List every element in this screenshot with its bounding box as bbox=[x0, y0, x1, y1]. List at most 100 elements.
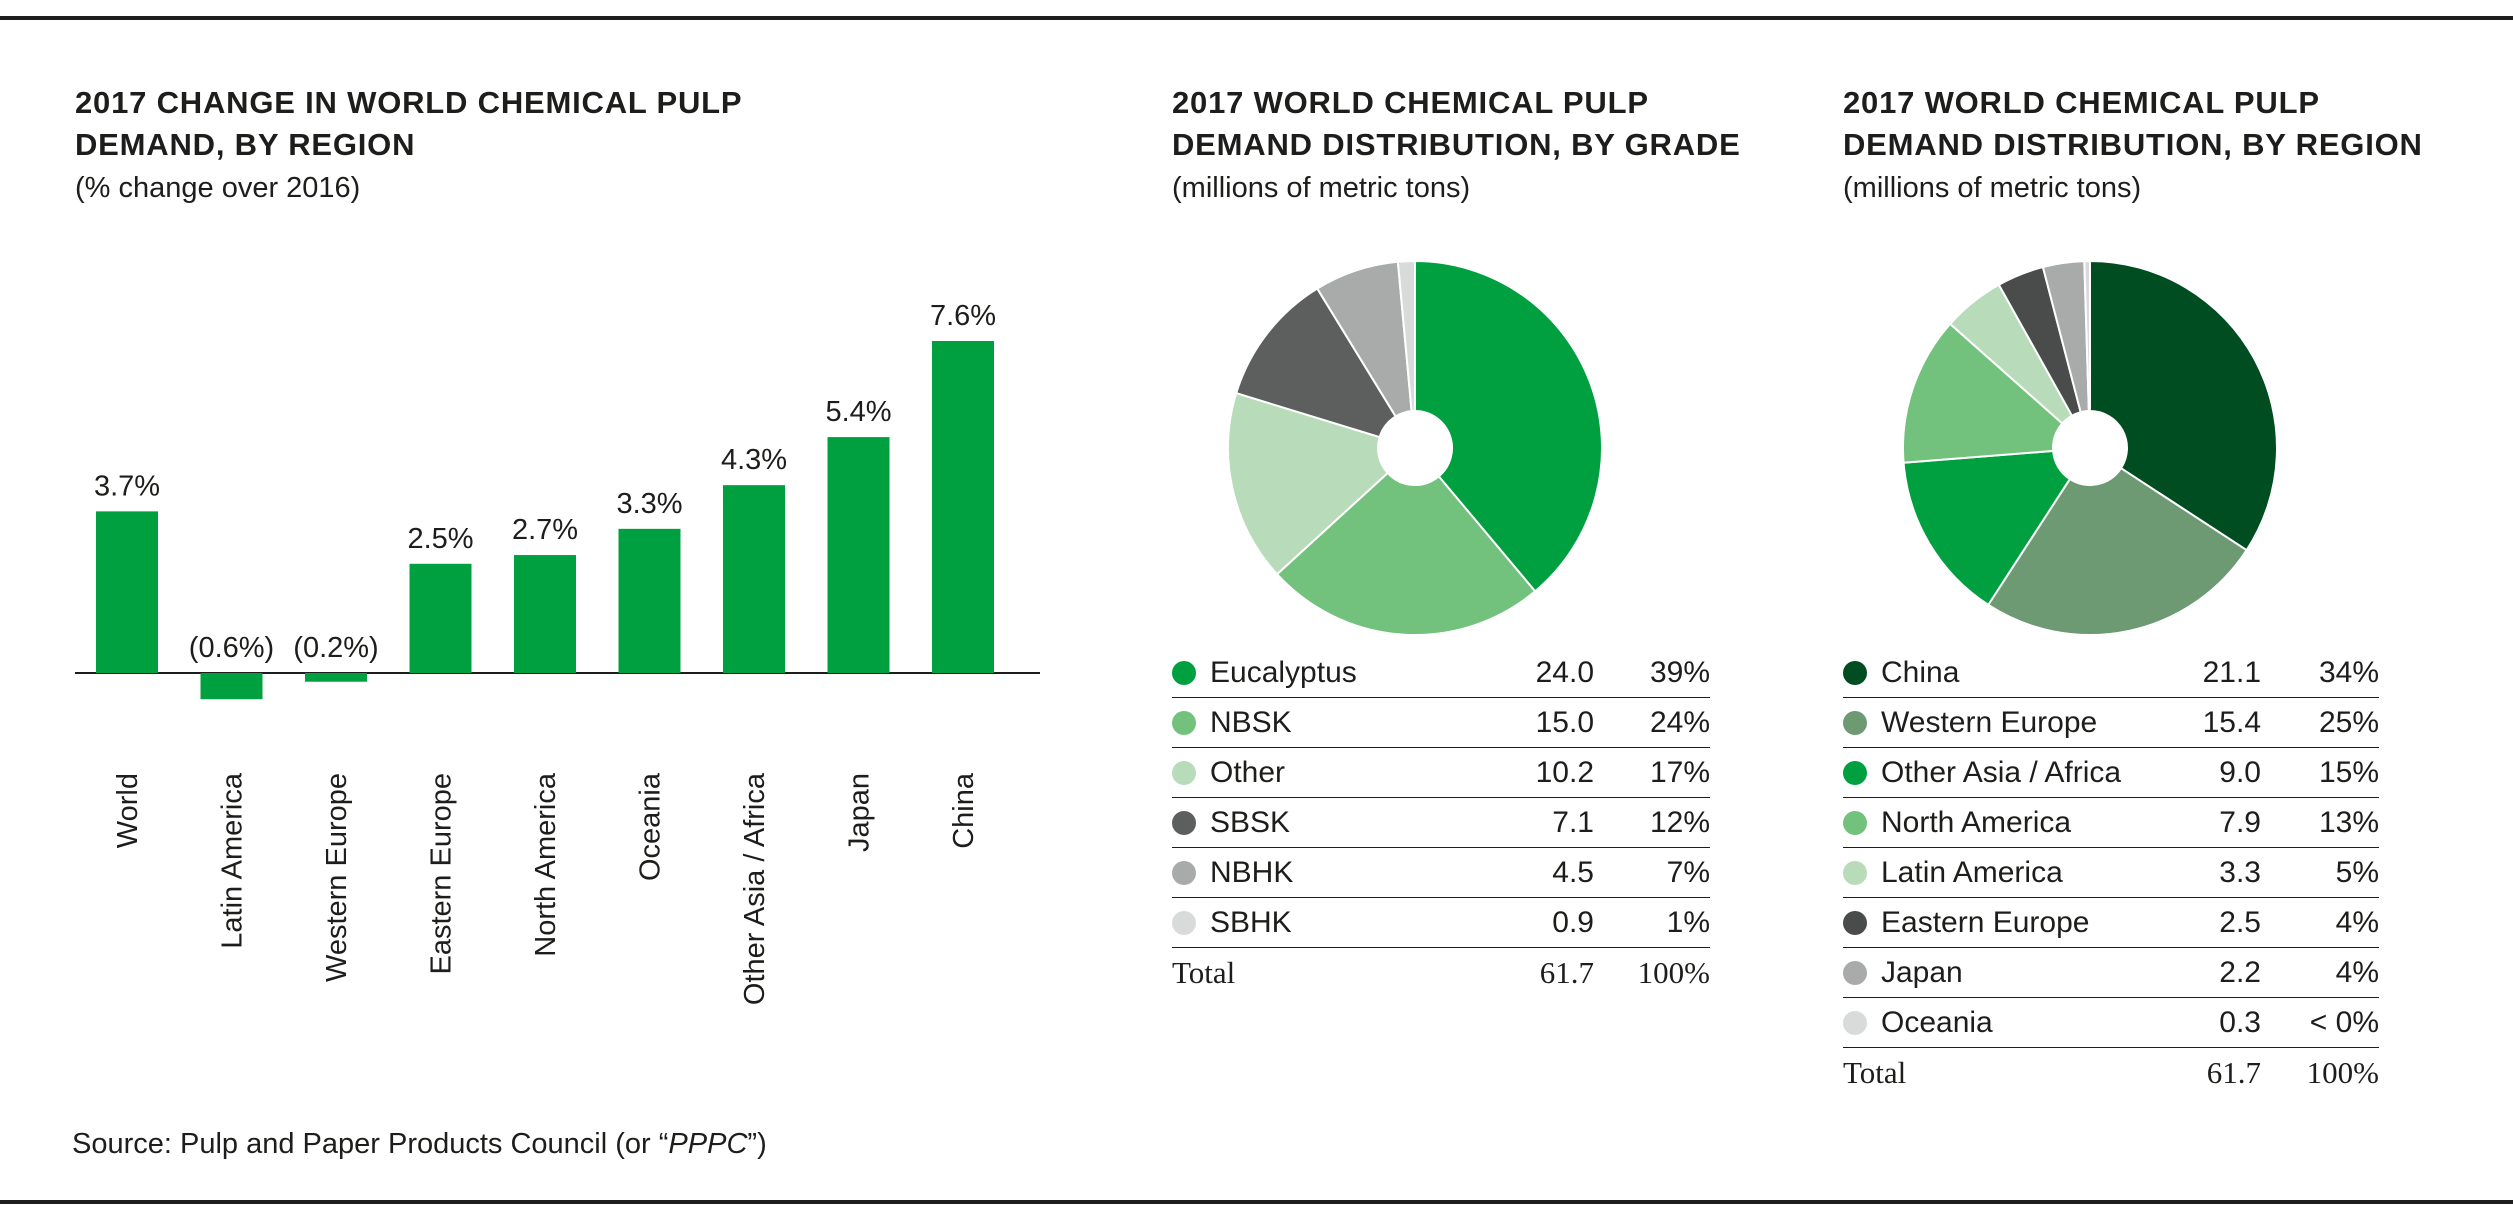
legend-value: 0.9 bbox=[1552, 905, 1594, 939]
category-tick-label: Other Asia / Africa bbox=[739, 772, 771, 1005]
legend-swatch bbox=[1843, 1010, 1867, 1035]
category-tick-label: Western Europe bbox=[321, 773, 353, 982]
grade-legend-table: Eucalyptus 24.0 39% NBSK 15.0 24% Other 10.2 17%… bbox=[1172, 648, 1710, 997]
legend-swatch bbox=[1843, 710, 1867, 735]
legend-swatch bbox=[1172, 710, 1196, 735]
bar-data-label: 3.7% bbox=[94, 470, 160, 502]
region-pie-slice bbox=[2083, 259, 2091, 413]
region-pie-title-line-1: 2017 WORLD CHEMICAL PULP bbox=[1843, 85, 2320, 120]
legend-label: Other bbox=[1210, 755, 1286, 789]
grade-legend-row: SBSK 7.1 12% bbox=[1172, 797, 1710, 848]
region-legend-row: North America 7.9 13% bbox=[1843, 797, 2379, 848]
region-pie-slice bbox=[1902, 322, 2064, 464]
top-rule bbox=[0, 16, 2513, 20]
legend-value: 7.1 bbox=[1552, 805, 1594, 839]
legend-swatch bbox=[1843, 660, 1867, 685]
legend-swatch bbox=[1843, 860, 1867, 885]
legend-value: 15.0 bbox=[1535, 705, 1594, 739]
grade-legend-row: Other 10.2 17% bbox=[1172, 747, 1710, 798]
legend-swatch bbox=[1843, 760, 1867, 785]
legend-percent: 4% bbox=[2335, 955, 2379, 989]
bar-data-label: 3.3% bbox=[616, 488, 682, 520]
legend-label: China bbox=[1881, 655, 1960, 689]
bar bbox=[618, 528, 681, 673]
legend-value: 9.0 bbox=[2219, 755, 2261, 789]
category-tick-label: North America bbox=[530, 772, 562, 957]
grade-pie-title: 2017 WORLD CHEMICAL PULP DEMAND DISTRIBU… bbox=[1172, 82, 1741, 166]
legend-percent: 25% bbox=[2318, 705, 2379, 739]
grade-legend-row: SBHK 0.9 1% bbox=[1172, 897, 1710, 948]
legend-label: Japan bbox=[1881, 955, 1963, 989]
region-pie-slice bbox=[1902, 449, 2072, 607]
legend-swatch bbox=[1172, 860, 1196, 885]
bar-data-label: 4.3% bbox=[721, 444, 787, 476]
category-tick-label: Oceania bbox=[635, 772, 667, 881]
source-prefix: Source: Pulp and Paper Products Council … bbox=[72, 1128, 669, 1160]
legend-percent: 24% bbox=[1649, 705, 1710, 739]
grade-legend-total-row: Total 61.7 100% bbox=[1172, 948, 1710, 998]
source-abbreviation: PPPC bbox=[668, 1128, 748, 1160]
grade-pie-slice bbox=[1227, 391, 1390, 576]
legend-value: 61.7 bbox=[2206, 1054, 2261, 1090]
legend-percent: 15% bbox=[2318, 755, 2379, 789]
legend-label: North America bbox=[1881, 805, 2072, 839]
region-legend-total-row: Total 61.7 100% bbox=[1843, 1048, 2379, 1098]
legend-label: Total bbox=[1172, 954, 1236, 990]
region-pie-title-line-2: DEMAND DISTRIBUTION, BY REGION bbox=[1843, 127, 2423, 162]
bar bbox=[932, 341, 994, 673]
bar bbox=[827, 437, 890, 673]
grade-legend-row: NBHK 4.5 7% bbox=[1172, 847, 1710, 898]
legend-value: 61.7 bbox=[1539, 954, 1594, 990]
legend-label: NBSK bbox=[1210, 705, 1292, 739]
region-legend-row: Other Asia / Africa 9.0 15% bbox=[1843, 747, 2379, 798]
bar-chart-title-line-1: 2017 CHANGE IN WORLD CHEMICAL PULP bbox=[75, 85, 743, 120]
grade-pie-slice bbox=[1275, 471, 1537, 636]
legend-percent: 100% bbox=[2306, 1054, 2379, 1090]
bar-data-label: 5.4% bbox=[825, 396, 891, 428]
category-tick-label: World bbox=[112, 773, 144, 848]
legend-value: 0.3 bbox=[2219, 1005, 2261, 1039]
grade-pie-subtitle: (millions of metric tons) bbox=[1172, 172, 1471, 204]
bar bbox=[409, 563, 472, 673]
region-pie-subtitle: (millions of metric tons) bbox=[1843, 172, 2142, 204]
legend-value: 21.1 bbox=[2202, 655, 2261, 689]
legend-label: Total bbox=[1843, 1054, 1907, 1090]
legend-percent: 13% bbox=[2318, 805, 2379, 839]
bar-chart-title-line-2: DEMAND, BY REGION bbox=[75, 127, 416, 162]
bar-data-label: 2.7% bbox=[512, 514, 578, 546]
grade-pie-slice bbox=[1414, 259, 1603, 593]
region-legend-row: Oceania 0.3 < 0% bbox=[1843, 997, 2379, 1048]
bar bbox=[305, 673, 367, 682]
bar-chart-title: 2017 CHANGE IN WORLD CHEMICAL PULP DEMAN… bbox=[75, 82, 742, 166]
legend-value: 15.4 bbox=[2202, 705, 2261, 739]
source-note: Source: Pulp and Paper Products Council … bbox=[72, 1128, 767, 1161]
bar-chart: 3.7% World (0.6%) Latin America (0.2%) Wester… bbox=[75, 300, 1040, 1005]
region-legend-row: China 21.1 34% bbox=[1843, 648, 2379, 698]
legend-percent: 5% bbox=[2335, 855, 2379, 889]
bar-data-label: (0.6%) bbox=[189, 632, 274, 664]
grade-pie-slice bbox=[1396, 259, 1416, 413]
legend-label: Oceania bbox=[1881, 1005, 1993, 1039]
bar-data-label: 7.6% bbox=[930, 300, 996, 332]
legend-label: SBHK bbox=[1210, 905, 1292, 939]
region-legend-row: Latin America 3.3 5% bbox=[1843, 847, 2379, 898]
legend-value: 7.9 bbox=[2219, 805, 2261, 839]
region-pie-chart bbox=[1902, 259, 2278, 636]
legend-percent: 7% bbox=[1666, 855, 1710, 889]
legend-swatch bbox=[1172, 810, 1196, 835]
legend-value: 2.2 bbox=[2219, 955, 2261, 989]
region-pie-slice bbox=[1986, 466, 2249, 636]
bar bbox=[200, 673, 263, 700]
legend-value: 4.5 bbox=[1552, 855, 1594, 889]
legend-label: Other Asia / Africa bbox=[1881, 755, 2122, 789]
legend-percent: < 0% bbox=[2309, 1005, 2379, 1039]
region-legend-row: Western Europe 15.4 25% bbox=[1843, 697, 2379, 748]
bar-chart-subtitle: (% change over 2016) bbox=[75, 172, 361, 204]
legend-value: 24.0 bbox=[1535, 655, 1594, 689]
legend-swatch bbox=[1172, 910, 1196, 935]
legend-swatch bbox=[1843, 810, 1867, 835]
bar bbox=[723, 485, 785, 673]
bar-data-label: (0.2%) bbox=[293, 632, 378, 664]
legend-percent: 12% bbox=[1649, 805, 1710, 839]
grade-pie-slice bbox=[1234, 287, 1398, 439]
